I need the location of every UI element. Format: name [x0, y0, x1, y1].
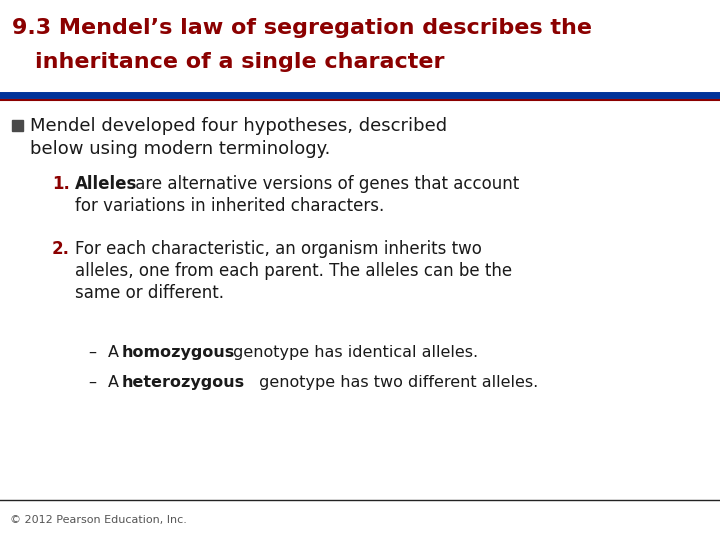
Text: homozygous: homozygous [122, 345, 235, 360]
Text: same or different.: same or different. [75, 284, 224, 302]
Text: alleles, one from each parent. The alleles can be the: alleles, one from each parent. The allel… [75, 262, 512, 280]
Text: A: A [108, 345, 124, 360]
Text: heterozygous: heterozygous [122, 375, 245, 390]
Text: are alternative versions of genes that account: are alternative versions of genes that a… [130, 175, 519, 193]
Text: 9.3 Mendel’s law of segregation describes the: 9.3 Mendel’s law of segregation describe… [12, 18, 592, 38]
Text: inheritance of a single character: inheritance of a single character [35, 52, 444, 72]
Text: 1.: 1. [52, 175, 70, 193]
Text: © 2012 Pearson Education, Inc.: © 2012 Pearson Education, Inc. [10, 515, 187, 525]
Text: –: – [88, 345, 96, 360]
Text: For each characteristic, an organism inherits two: For each characteristic, an organism inh… [75, 240, 482, 258]
Text: –: – [88, 375, 96, 390]
Bar [12, 120, 23, 131]
Text: below using modern terminology.: below using modern terminology. [30, 140, 330, 158]
Text: Alleles: Alleles [75, 175, 138, 193]
Text: for variations in inherited characters.: for variations in inherited characters. [75, 197, 384, 215]
Text: genotype has identical alleles.: genotype has identical alleles. [228, 345, 478, 360]
Text: 2.: 2. [52, 240, 70, 258]
Text: genotype has two different alleles.: genotype has two different alleles. [254, 375, 539, 390]
Text: A: A [108, 375, 124, 390]
Text: Mendel developed four hypotheses, described: Mendel developed four hypotheses, descri… [30, 117, 447, 135]
